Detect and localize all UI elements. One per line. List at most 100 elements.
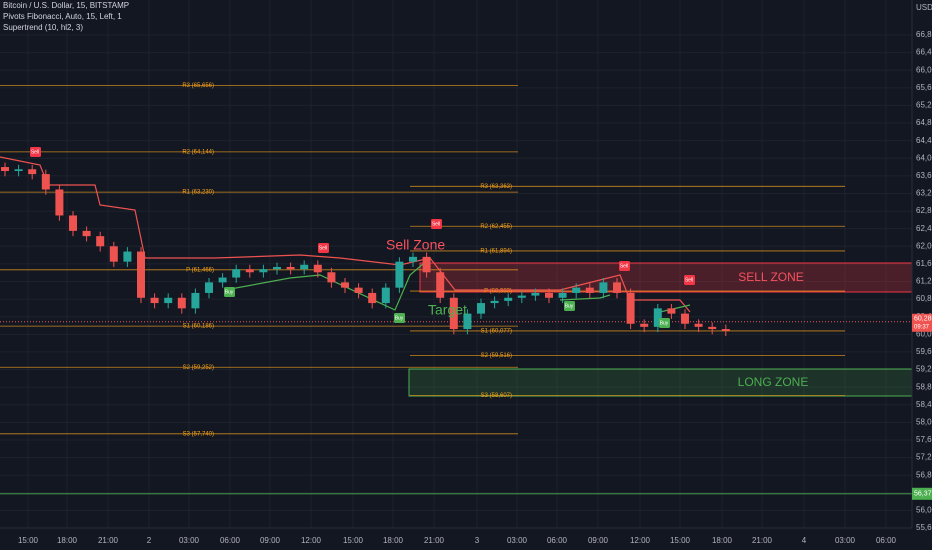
pivot-label: S1 (60,077): [481, 329, 512, 335]
signal-tag: [318, 243, 329, 253]
candle-body: [191, 292, 200, 309]
signal-label: Sell: [432, 221, 440, 227]
supertrend-down: [0, 156, 691, 313]
x-tick-label: 15:00: [18, 536, 39, 545]
y-tick-label: 58,800: [916, 382, 932, 391]
candle-body: [572, 287, 581, 293]
candle-body: [721, 329, 730, 331]
signal-tag: [659, 318, 670, 328]
candle-body: [205, 282, 213, 293]
candle-body: [436, 272, 445, 298]
x-tick-label: 18:00: [712, 536, 733, 545]
x-tick-label: 06:00: [876, 536, 897, 545]
candle-body: [354, 287, 363, 293]
y-tick-label: 63,200: [916, 189, 932, 198]
candle-body: [313, 264, 322, 273]
candle-body: [708, 326, 717, 330]
candle-body: [327, 272, 336, 283]
x-tick-label: 09:00: [260, 536, 281, 545]
x-tick-label: 03:00: [179, 536, 200, 545]
annotation: Sell Zone: [386, 237, 445, 253]
candle-body: [599, 282, 608, 293]
signal-label: Buy: [395, 315, 404, 321]
candle-body: [109, 246, 118, 262]
x-tick-label: 12:00: [630, 536, 651, 545]
level-tag: [912, 487, 932, 500]
x-tick-label: 03:00: [507, 536, 528, 545]
y-tick-label: 57,600: [916, 435, 932, 444]
title: Bitcoin / U.S. Dollar, 15, BITSTAMP: [3, 1, 129, 10]
candle-body: [517, 295, 526, 298]
signal-label: Buy: [565, 303, 574, 309]
candle-body: [694, 323, 703, 327]
indicator: Pivots Fibonacci, Auto, 15, Left, 1: [3, 12, 122, 21]
candle-body: [96, 236, 105, 247]
candle-body: [137, 251, 145, 298]
candle-body: [341, 282, 349, 288]
x-tick-label: 3: [475, 536, 480, 545]
candle-body: [150, 297, 159, 304]
candle-body: [681, 313, 689, 324]
price-label: 60,285: [914, 316, 932, 323]
annotation: SELL ZONE: [738, 270, 804, 284]
candle-body: [28, 169, 37, 175]
candle-body: [286, 266, 295, 270]
pivot-label: R3 (63,363): [480, 184, 512, 190]
y-tick-label: 66,400: [916, 48, 932, 57]
candle-body: [449, 297, 458, 330]
level-label: 56,377: [914, 491, 932, 498]
countdown: 09:37: [914, 324, 930, 330]
y-tick-label: 65,200: [916, 101, 932, 110]
pivot-label: S2 (59,252): [183, 365, 214, 371]
signal-label: Buy: [660, 320, 669, 326]
y-tick-label: 61,600: [916, 259, 932, 268]
pivot-label: S3 (57,740): [183, 431, 214, 437]
pivot-label: S3 (58,607): [481, 393, 512, 399]
candle-body: [409, 256, 417, 262]
candle-body: [463, 313, 472, 330]
pivot-label: P (60,983): [484, 289, 512, 295]
annotation: Target: [428, 302, 467, 318]
y-tick-label: 64,400: [916, 136, 932, 145]
y-tick-label: 61,200: [916, 277, 932, 286]
candle-body: [55, 189, 64, 216]
x-tick-label: 15:00: [343, 536, 364, 545]
signal-tag: [431, 219, 442, 229]
candle-body: [177, 297, 186, 309]
candle-body: [667, 308, 676, 314]
candle-body: [477, 303, 485, 314]
candle-body: [368, 292, 377, 304]
y-tick-label: 64,000: [916, 153, 932, 162]
y-tick-label: 66,000: [916, 65, 932, 74]
candle-body: [395, 261, 404, 288]
candle-body: [218, 277, 227, 283]
candle-body: [653, 308, 662, 327]
y-tick-label: 60,000: [916, 329, 932, 338]
pivot-label: R2 (62,455): [480, 224, 512, 230]
candle-body: [545, 292, 553, 298]
candle-body: [14, 169, 23, 172]
x-tick-label: 4: [802, 536, 807, 545]
candle-body: [504, 297, 513, 301]
candle-body: [422, 256, 431, 273]
candle-body: [273, 266, 281, 270]
indicator: Supertrend (10, hl2, 3): [3, 23, 83, 32]
pivot-label: R2 (64,144): [182, 149, 214, 155]
pivot-label: R1 (63,230): [182, 190, 214, 196]
candle-body: [381, 287, 390, 304]
y-tick-label: 62,400: [916, 224, 932, 233]
pivot-label: R3 (65,656): [182, 83, 214, 89]
x-tick-label: 06:00: [220, 536, 241, 545]
annotation: LONG ZONE: [738, 375, 809, 389]
candle-body: [245, 269, 254, 273]
pivot-label: P (61,466): [186, 267, 214, 273]
x-tick-label: 2: [147, 536, 152, 545]
signal-tag: [564, 301, 575, 311]
pivot-label: R1 (61,894): [480, 249, 512, 255]
signal-label: Sell: [31, 149, 39, 155]
candle-body: [558, 292, 567, 298]
candle-body: [82, 230, 91, 237]
y-tick-label: 59,600: [916, 347, 932, 356]
candle-body: [300, 264, 309, 270]
